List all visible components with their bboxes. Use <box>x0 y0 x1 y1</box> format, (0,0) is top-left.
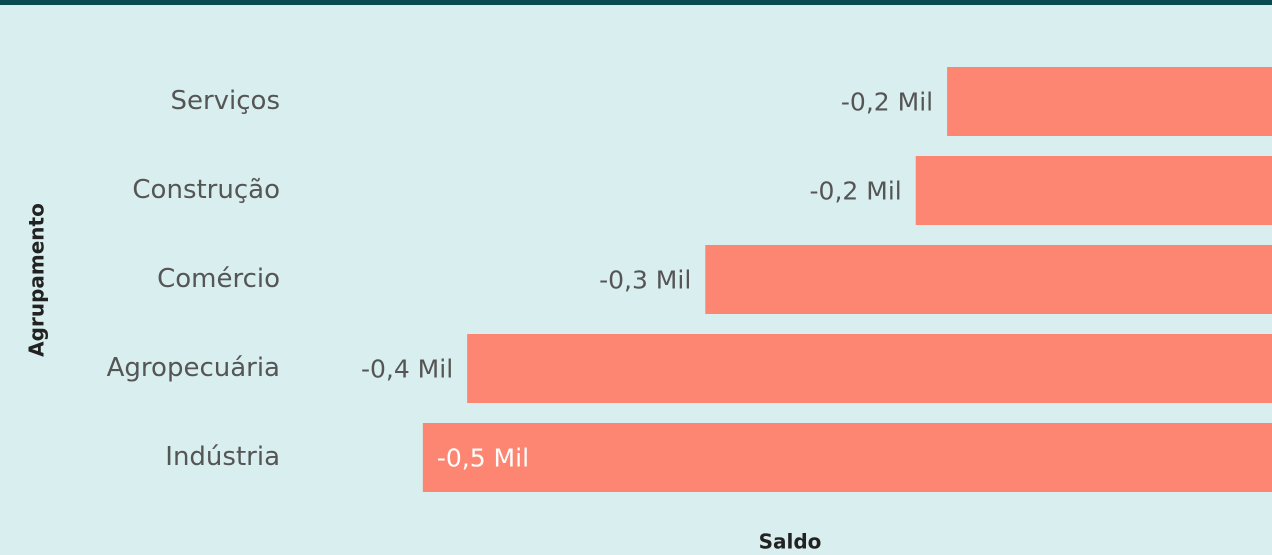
y-axis-title: Agrupamento <box>25 203 49 357</box>
value-label: -0,5 Mil <box>437 444 529 473</box>
x-axis-title: Saldo <box>759 530 822 552</box>
y-tick-label: Comércio <box>157 264 280 294</box>
value-label: -0,2 Mil <box>810 177 902 206</box>
y-tick-label: Indústria <box>165 442 280 472</box>
value-label: -0,4 Mil <box>361 355 453 384</box>
bar <box>915 156 1272 225</box>
y-tick-label: Construção <box>132 175 280 205</box>
y-tick-label: Agropecuária <box>107 353 280 383</box>
bar <box>467 334 1272 403</box>
bar <box>422 423 1272 492</box>
value-label: -0,3 Mil <box>599 266 691 295</box>
bar <box>947 67 1272 136</box>
header-stripe <box>0 0 1272 5</box>
y-tick-label: Serviços <box>170 86 280 116</box>
value-label: -0,2 Mil <box>841 88 933 117</box>
bar <box>705 245 1272 314</box>
